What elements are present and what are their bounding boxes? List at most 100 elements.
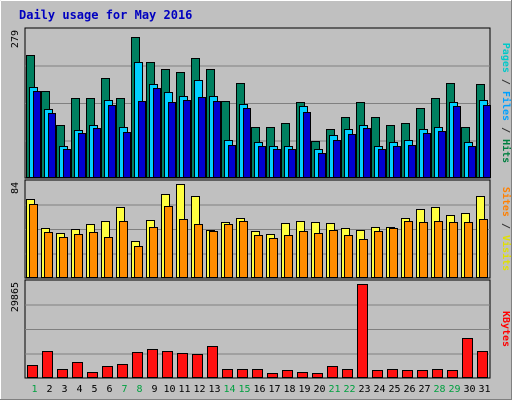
bar-pages bbox=[168, 102, 176, 178]
bar-kbytes bbox=[342, 369, 353, 378]
bar-pages bbox=[33, 91, 41, 178]
bar-sites bbox=[179, 219, 188, 278]
x-tick-label: 2 bbox=[46, 384, 52, 395]
x-tick-label: 12 bbox=[193, 384, 205, 395]
bar-sites bbox=[479, 219, 488, 278]
bar-sites bbox=[284, 235, 293, 278]
bar-kbytes bbox=[327, 366, 338, 378]
bar-sites bbox=[374, 231, 383, 278]
bar-kbytes bbox=[432, 369, 443, 378]
bar-kbytes bbox=[252, 369, 263, 378]
bar-pages bbox=[93, 128, 101, 178]
x-tick-label: 5 bbox=[91, 384, 97, 395]
axis-legend-hits: Pages / Files / Hits bbox=[500, 43, 512, 163]
x-tick-label: 27 bbox=[418, 384, 430, 395]
bar-pages bbox=[378, 149, 386, 178]
bar-pages bbox=[453, 106, 461, 178]
bar-pages bbox=[243, 108, 251, 178]
bar-sites bbox=[29, 204, 38, 278]
bar-pages bbox=[438, 131, 446, 178]
bar-kbytes bbox=[117, 364, 128, 378]
legend-part: KBytes bbox=[500, 311, 511, 347]
x-tick-label: 26 bbox=[403, 384, 415, 395]
chart-title: Daily usage for May 2016 bbox=[19, 8, 192, 22]
bar-sites bbox=[194, 224, 203, 278]
bar-kbytes bbox=[297, 372, 308, 378]
bar-pages bbox=[228, 145, 236, 178]
x-tick-label: 4 bbox=[76, 384, 82, 395]
legend-part: Visits bbox=[500, 235, 512, 271]
y-max-label: 29865 bbox=[10, 282, 21, 312]
bar-sites bbox=[269, 238, 278, 278]
legend-part: Files bbox=[500, 91, 512, 121]
panel-visits: 84 Sites / Visits bbox=[10, 179, 512, 279]
bar-kbytes bbox=[237, 369, 248, 378]
bar-kbytes bbox=[42, 351, 53, 378]
bar-pages bbox=[213, 101, 221, 178]
series-kbytes bbox=[27, 284, 488, 378]
axis-legend-kbytes: KBytes bbox=[500, 311, 511, 347]
bar-kbytes bbox=[462, 338, 473, 378]
bar-pages bbox=[408, 145, 416, 178]
x-tick-label: 9 bbox=[151, 384, 157, 395]
bar-kbytes bbox=[372, 370, 383, 378]
bar-kbytes bbox=[147, 349, 158, 378]
bar-sites bbox=[89, 232, 98, 278]
bar-kbytes bbox=[267, 373, 278, 378]
x-tick-label: 13 bbox=[208, 384, 220, 395]
bar-kbytes bbox=[27, 365, 38, 378]
axis-legend-visits: Sites / Visits bbox=[500, 187, 512, 271]
x-tick-label: 25 bbox=[388, 384, 400, 395]
legend-part: Pages bbox=[500, 43, 511, 73]
bar-pages bbox=[123, 132, 131, 178]
x-tick-label: 17 bbox=[268, 384, 280, 395]
legend-part: / bbox=[500, 73, 511, 91]
bar-pages bbox=[108, 105, 116, 178]
bar-kbytes bbox=[477, 351, 488, 378]
bar-sites bbox=[404, 221, 413, 278]
bar-pages bbox=[273, 149, 281, 178]
legend-part: Hits bbox=[500, 139, 512, 163]
bar-sites bbox=[299, 231, 308, 278]
x-tick-label: 19 bbox=[298, 384, 310, 395]
panel-hits: 279 Pages / Files / Hits bbox=[10, 27, 512, 179]
bar-pages bbox=[393, 146, 401, 178]
bar-pages bbox=[63, 149, 71, 178]
bar-pages bbox=[333, 140, 341, 178]
bar-pages bbox=[483, 105, 491, 178]
bar-pages bbox=[288, 149, 296, 178]
bar-sites bbox=[164, 206, 173, 278]
x-tick-label: 11 bbox=[178, 384, 190, 395]
x-tick-label: 20 bbox=[313, 384, 325, 395]
x-tick-label: 1 bbox=[31, 384, 37, 395]
bar-pages bbox=[363, 128, 371, 178]
bar-kbytes bbox=[132, 352, 143, 378]
bar-sites bbox=[74, 234, 83, 278]
panel-kbytes: 29865 KBytes bbox=[10, 279, 511, 379]
x-tick-label: 14 bbox=[223, 384, 235, 395]
bar-sites bbox=[44, 232, 53, 278]
x-tick-label: 22 bbox=[343, 384, 355, 395]
bar-sites bbox=[134, 246, 143, 278]
bar-sites bbox=[464, 222, 473, 278]
x-tick-label: 18 bbox=[283, 384, 295, 395]
x-tick-label: 29 bbox=[448, 384, 460, 395]
bar-sites bbox=[419, 222, 428, 278]
series-sites bbox=[29, 204, 488, 278]
y-max-label: 279 bbox=[10, 30, 21, 48]
bar-kbytes bbox=[102, 366, 113, 378]
bar-kbytes bbox=[417, 370, 428, 378]
bar-kbytes bbox=[312, 373, 323, 378]
bar-pages bbox=[183, 100, 191, 178]
legend-part: Sites bbox=[500, 187, 512, 217]
bar-sites bbox=[359, 239, 368, 278]
x-tick-label: 3 bbox=[61, 384, 67, 395]
chart-panels: 279 Pages / Files / Hits 84 Sites / Visits 2… bbox=[10, 27, 512, 379]
bar-sites bbox=[449, 222, 458, 278]
bar-kbytes bbox=[192, 354, 203, 378]
x-tick-label: 21 bbox=[328, 384, 340, 395]
bar-kbytes bbox=[72, 362, 83, 378]
bar-pages bbox=[468, 146, 476, 178]
x-tick-label: 6 bbox=[106, 384, 112, 395]
